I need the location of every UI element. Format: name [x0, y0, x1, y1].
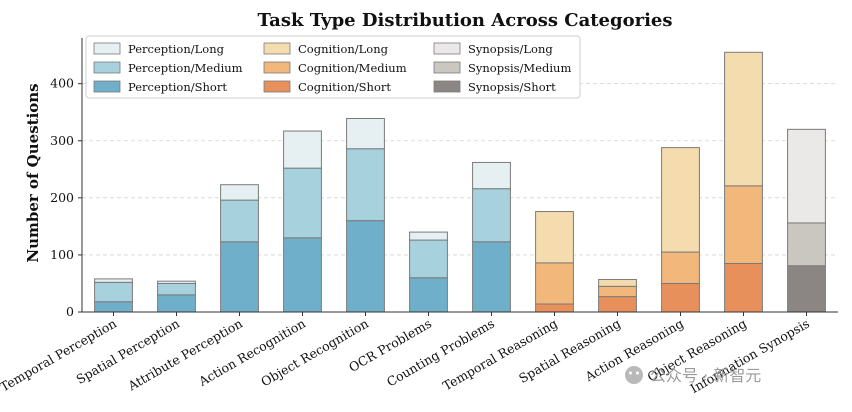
- bar-segment-perception-medium: [94, 281, 133, 303]
- legend-swatch: [93, 42, 121, 55]
- bar-segment-perception-medium: [409, 239, 448, 279]
- bar-segment-cognition-medium: [535, 262, 574, 305]
- bar-segment-perception-medium: [157, 282, 196, 296]
- legend-label: Cognition/Short: [298, 80, 391, 94]
- x-tick-label: Spatial Perception: [73, 316, 182, 387]
- x-tick-label: Attribute Perception: [124, 316, 245, 394]
- x-tick-label: Temporal Reasoning: [440, 316, 560, 394]
- bar-segment-perception-short: [346, 220, 385, 313]
- y-tick-label: 400: [50, 76, 74, 91]
- legend-swatch: [433, 42, 461, 55]
- watermark: 公众号 · 新智元: [625, 366, 761, 385]
- bar-segment-perception-short: [157, 294, 196, 313]
- bar-segment-cognition-short: [661, 282, 700, 313]
- bars: [94, 51, 826, 313]
- legend-swatch: [263, 42, 291, 55]
- legend-label: Perception/Short: [128, 80, 227, 94]
- bar-segment-perception-short: [220, 241, 259, 313]
- bar-segment-cognition-medium: [661, 251, 700, 284]
- y-tick-label: 300: [50, 133, 74, 148]
- bar-segment-perception-medium: [283, 167, 322, 239]
- legend-swatch: [93, 61, 121, 74]
- legend-label: Perception/Long: [128, 42, 225, 56]
- y-tick-label: 0: [66, 304, 74, 319]
- wechat-icon: [625, 366, 643, 384]
- legend-swatch: [263, 80, 291, 93]
- bar-segment-cognition-short: [535, 303, 574, 313]
- bar-segment-synopsis-long: [787, 128, 826, 224]
- bar-segment-perception-short: [409, 277, 448, 313]
- legend-swatch: [433, 80, 461, 93]
- x-tick-label: Spatial Reasoning: [516, 316, 623, 386]
- legend: Perception/Long Perception/Medium Percepti…: [85, 35, 581, 99]
- y-axis-label: Number of Questions: [24, 83, 42, 262]
- bar-segment-perception-long: [220, 184, 259, 201]
- bar-segment-cognition-long: [535, 211, 574, 264]
- legend-label: Cognition/Medium: [298, 61, 407, 75]
- bar-segment-perception-long: [157, 280, 196, 284]
- watermark-text: 公众号 · 新智元: [650, 366, 761, 385]
- bar-segment-cognition-short: [598, 296, 637, 313]
- chart-title: Task Type Distribution Across Categories: [258, 10, 673, 31]
- bar-segment-perception-short: [283, 237, 322, 313]
- bar-segment-synopsis-short: [787, 265, 826, 313]
- bar-segment-perception-long: [472, 161, 511, 190]
- x-tick-label: Temporal Perception: [0, 316, 119, 395]
- bar-segment-perception-long: [346, 117, 385, 150]
- legend-label: Synopsis/Medium: [468, 61, 571, 75]
- bar-segment-cognition-medium: [724, 185, 763, 264]
- legend-label: Synopsis/Long: [468, 42, 553, 56]
- y-tick-label: 200: [50, 190, 74, 205]
- bar-segment-perception-short: [94, 301, 133, 313]
- bar-segment-cognition-long: [598, 278, 637, 287]
- bar-segment-perception-long: [94, 278, 133, 283]
- legend-swatch: [433, 61, 461, 74]
- x-tick-label: Action Recognition: [195, 316, 308, 390]
- bar-segment-perception-long: [409, 231, 448, 241]
- bar-segment-perception-medium: [220, 199, 259, 243]
- legend-label: Perception/Medium: [128, 61, 243, 75]
- bar-segment-perception-medium: [472, 188, 511, 243]
- bar-segment-cognition-short: [724, 262, 763, 313]
- bar-segment-cognition-long: [661, 147, 700, 253]
- bar-segment-synopsis-medium: [787, 222, 826, 267]
- legend-label: Synopsis/Short: [468, 80, 556, 94]
- y-tick-label: 100: [50, 247, 74, 262]
- bar-segment-perception-short: [472, 241, 511, 313]
- bar-segment-perception-long: [283, 130, 322, 169]
- bar-segment-cognition-medium: [598, 285, 637, 298]
- bar-segment-perception-medium: [346, 148, 385, 222]
- legend-label: Cognition/Long: [298, 42, 389, 56]
- x-tick-label: Counting Problems: [384, 316, 497, 390]
- bar-segment-cognition-long: [724, 51, 763, 187]
- x-tick-label: Object Recognition: [258, 316, 371, 390]
- legend-swatch: [263, 61, 291, 74]
- legend-swatch: [93, 80, 121, 93]
